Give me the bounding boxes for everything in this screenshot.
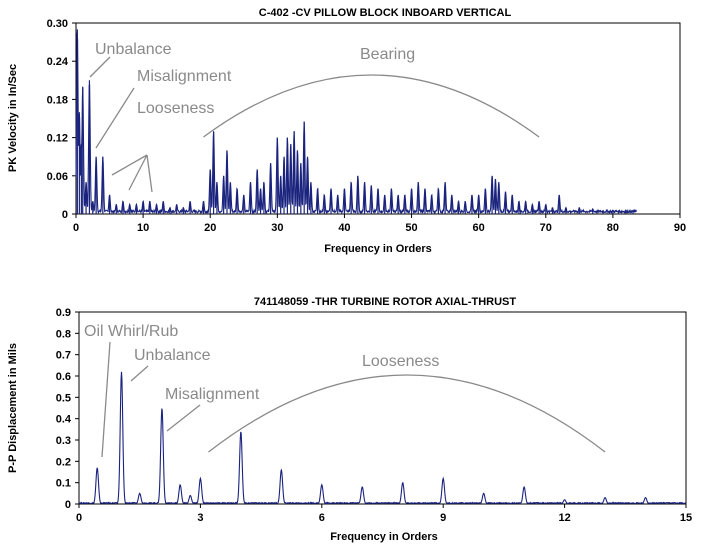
chart1-x-tick-label: 40 xyxy=(338,222,350,234)
chart1-annotation-pointer xyxy=(89,56,111,78)
chart2-y-tick-label: 0.4 xyxy=(56,414,72,426)
chart2-y-tick-label: 0.8 xyxy=(56,328,71,340)
chart2-annotation-pointer xyxy=(130,365,149,382)
chart1-series-line xyxy=(75,32,637,215)
chart2-y-tick-label: 0.7 xyxy=(56,350,71,362)
chart2-annotation-label: Looseness xyxy=(362,353,439,370)
chart2-annotation-label: Unbalance xyxy=(134,347,211,364)
chart1-y-tick-label: 0.18 xyxy=(47,94,68,106)
chart2-y-tick-label: 0.2 xyxy=(56,456,71,468)
chart1-y-tick-label: 0 xyxy=(62,209,68,221)
chart1-annotation-pointer xyxy=(95,87,135,149)
chart1-x-tick-label: 20 xyxy=(204,222,216,234)
chart1-x-tick-label: 70 xyxy=(540,222,552,234)
chart1-x-tick-label: 30 xyxy=(271,222,283,234)
chart1-y-axis-label: PK Velocity in In/Sec xyxy=(7,64,19,172)
chart2-annotation-pointer xyxy=(101,341,111,458)
chart2-x-tick-label: 3 xyxy=(197,512,203,524)
chart1-x-tick-label: 10 xyxy=(137,222,149,234)
chart2-annotation-arc xyxy=(208,374,606,453)
chart2-y-tick-label: 0.9 xyxy=(56,307,71,319)
chart1-y-tick-label: 0.24 xyxy=(47,56,69,68)
chart2-x-tick-label: 15 xyxy=(680,512,692,524)
chart1-x-tick-label: 50 xyxy=(405,222,417,234)
chart2-y-axis-label: P-P Displacement in Mils xyxy=(7,343,19,473)
chart1-annotation-pointer xyxy=(128,154,148,191)
chart2-series-line xyxy=(78,371,687,505)
chart2-title: 741148059 -THR TURBINE ROTOR AXIAL-THRUS… xyxy=(254,296,516,308)
chart2-x-tick-label: 0 xyxy=(76,512,82,524)
chart1-annotation-label: Unbalance xyxy=(95,41,172,58)
chart2-x-tick-label: 9 xyxy=(440,512,446,524)
chart1-y-tick-label: 0.12 xyxy=(47,133,68,145)
chart1-x-axis-label: Frequency in Orders xyxy=(324,243,432,255)
chart1-annotation-pointer xyxy=(146,154,153,193)
chart1-annotation-label: Misalignment xyxy=(137,68,232,85)
chart2-x-tick-label: 12 xyxy=(558,512,570,524)
chart1-x-tick-label: 0 xyxy=(73,222,79,234)
chart1-x-tick-label: 90 xyxy=(674,222,686,234)
chart2-annotation-label: Oil Whirl/Rub xyxy=(84,323,178,340)
chart2-x-tick-label: 6 xyxy=(319,512,325,524)
chart1-annotation-label: Bearing xyxy=(360,46,415,63)
chart1-x-tick-label: 80 xyxy=(607,222,619,234)
chart2-y-tick-label: 0.3 xyxy=(56,435,71,447)
chart2-y-tick-label: 0.6 xyxy=(56,371,71,383)
chart2-plot-frame xyxy=(78,311,687,505)
chart1-annotation-arc xyxy=(203,74,540,138)
chart2-y-tick-label: 0 xyxy=(65,499,71,511)
chart1-title: C-402 -CV PILLOW BLOCK INBOARD VERTICAL xyxy=(259,7,512,19)
chart1-x-tick-label: 60 xyxy=(473,222,485,234)
chart1-annotation-pointer xyxy=(111,154,148,176)
chart2-y-tick-label: 0.1 xyxy=(56,478,71,490)
chart1-y-tick-label: 0.06 xyxy=(47,171,68,183)
chart2-x-axis-label: Frequency in Orders xyxy=(330,531,438,543)
chart2-annotation-label: Misalignment xyxy=(165,386,260,403)
chart1-annotation-label: Looseness xyxy=(137,100,214,117)
chart2-annotation-pointer xyxy=(166,404,201,432)
chart2-y-tick-label: 0.5 xyxy=(56,392,71,404)
chart1-y-tick-label: 0.30 xyxy=(47,18,68,30)
